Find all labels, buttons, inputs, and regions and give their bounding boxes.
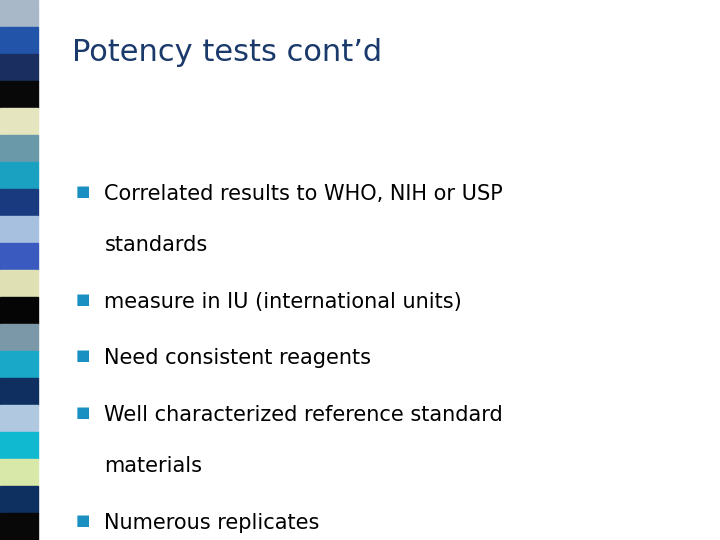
Text: ■: ■: [76, 292, 90, 307]
Text: Well characterized reference standard: Well characterized reference standard: [104, 405, 503, 425]
Text: ■: ■: [76, 513, 90, 528]
Text: Numerous replicates: Numerous replicates: [104, 513, 320, 533]
Text: measure in IU (international units): measure in IU (international units): [104, 292, 462, 312]
Text: ■: ■: [76, 184, 90, 199]
Text: materials: materials: [104, 456, 202, 476]
Text: ■: ■: [76, 348, 90, 363]
Text: standards: standards: [104, 235, 207, 255]
Text: Correlated results to WHO, NIH or USP: Correlated results to WHO, NIH or USP: [104, 184, 503, 204]
Text: ■: ■: [76, 405, 90, 420]
Text: Need consistent reagents: Need consistent reagents: [104, 348, 372, 368]
Text: Potency tests cont’d: Potency tests cont’d: [72, 38, 382, 67]
